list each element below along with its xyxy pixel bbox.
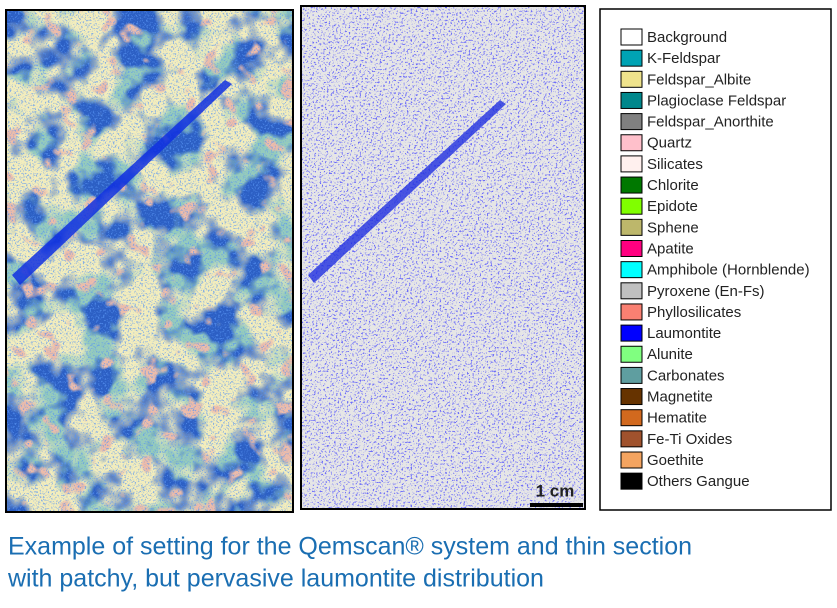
- legend-label: Chlorite: [647, 177, 699, 194]
- legend-swatch: [620, 49, 643, 67]
- mineral-map: [5, 9, 294, 513]
- legend-label: Phyllosilicates: [647, 304, 741, 321]
- legend-swatch: [620, 303, 643, 321]
- caption-line: with patchy, but pervasive laumontite di…: [7, 565, 544, 593]
- legend-label: Laumontite: [647, 325, 721, 342]
- legend-swatch: [620, 388, 643, 406]
- legend-label: Fe-Ti Oxides: [647, 431, 732, 448]
- legend-label: Epidote: [647, 198, 698, 215]
- legend-label: Quartz: [647, 135, 692, 152]
- legend-label: Silicates: [647, 156, 703, 173]
- legend-label: Hematite: [647, 410, 707, 427]
- legend-swatch: [620, 472, 643, 490]
- legend-label: Plagioclase Feldspar: [647, 92, 786, 109]
- legend-label: Sphene: [647, 219, 699, 236]
- legend-swatch: [620, 155, 643, 173]
- legend-swatch: [620, 176, 643, 194]
- legend-label: K-Feldspar: [647, 50, 720, 67]
- legend-swatch: [620, 324, 643, 342]
- caption-line: Example of setting for the Qemscan® syst…: [8, 533, 692, 561]
- map-texture: [302, 7, 584, 508]
- legend-label: Amphibole (Hornblende): [647, 262, 810, 279]
- map-texture: [7, 11, 292, 511]
- legend-swatch: [620, 430, 643, 448]
- legend-label: Carbonates: [647, 367, 725, 384]
- legend-label: Goethite: [647, 452, 704, 469]
- panel-border: [5, 9, 294, 513]
- panel-border: [300, 5, 586, 510]
- legend-label: Background: [647, 29, 727, 46]
- legend-swatch: [620, 366, 643, 384]
- legend-label: Magnetite: [647, 389, 713, 406]
- legend-swatch: [620, 409, 643, 427]
- legend-swatch: [620, 70, 643, 88]
- legend-swatch: [620, 261, 643, 279]
- legend-swatch: [620, 134, 643, 152]
- legend-label: Pyroxene (En-Fs): [647, 283, 765, 300]
- legend-label: Feldspar_Anorthite: [647, 114, 774, 131]
- legend-swatch: [620, 240, 643, 257]
- legend-swatch: [620, 218, 643, 236]
- legend-label: Apatite: [647, 240, 694, 257]
- vein: [12, 80, 232, 285]
- legend-label: Alunite: [647, 346, 693, 363]
- laumontite-map: 1 cm: [300, 5, 586, 510]
- legend-swatch: [620, 345, 643, 363]
- legend-swatch: [620, 113, 643, 131]
- vein: [308, 100, 506, 283]
- legend-swatch: [620, 282, 643, 300]
- scale-label: 1 cm: [536, 481, 575, 500]
- legend: Background K-Feldspar Feldspar_Albite Plagi…: [599, 8, 832, 511]
- legend-label: Feldspar_Albite: [647, 71, 751, 88]
- legend-label: Others Gangue: [647, 473, 750, 490]
- legend-swatch: [620, 28, 643, 46]
- legend-swatch: [620, 91, 643, 109]
- legend-swatch: [620, 197, 643, 215]
- legend-swatch: [620, 451, 643, 469]
